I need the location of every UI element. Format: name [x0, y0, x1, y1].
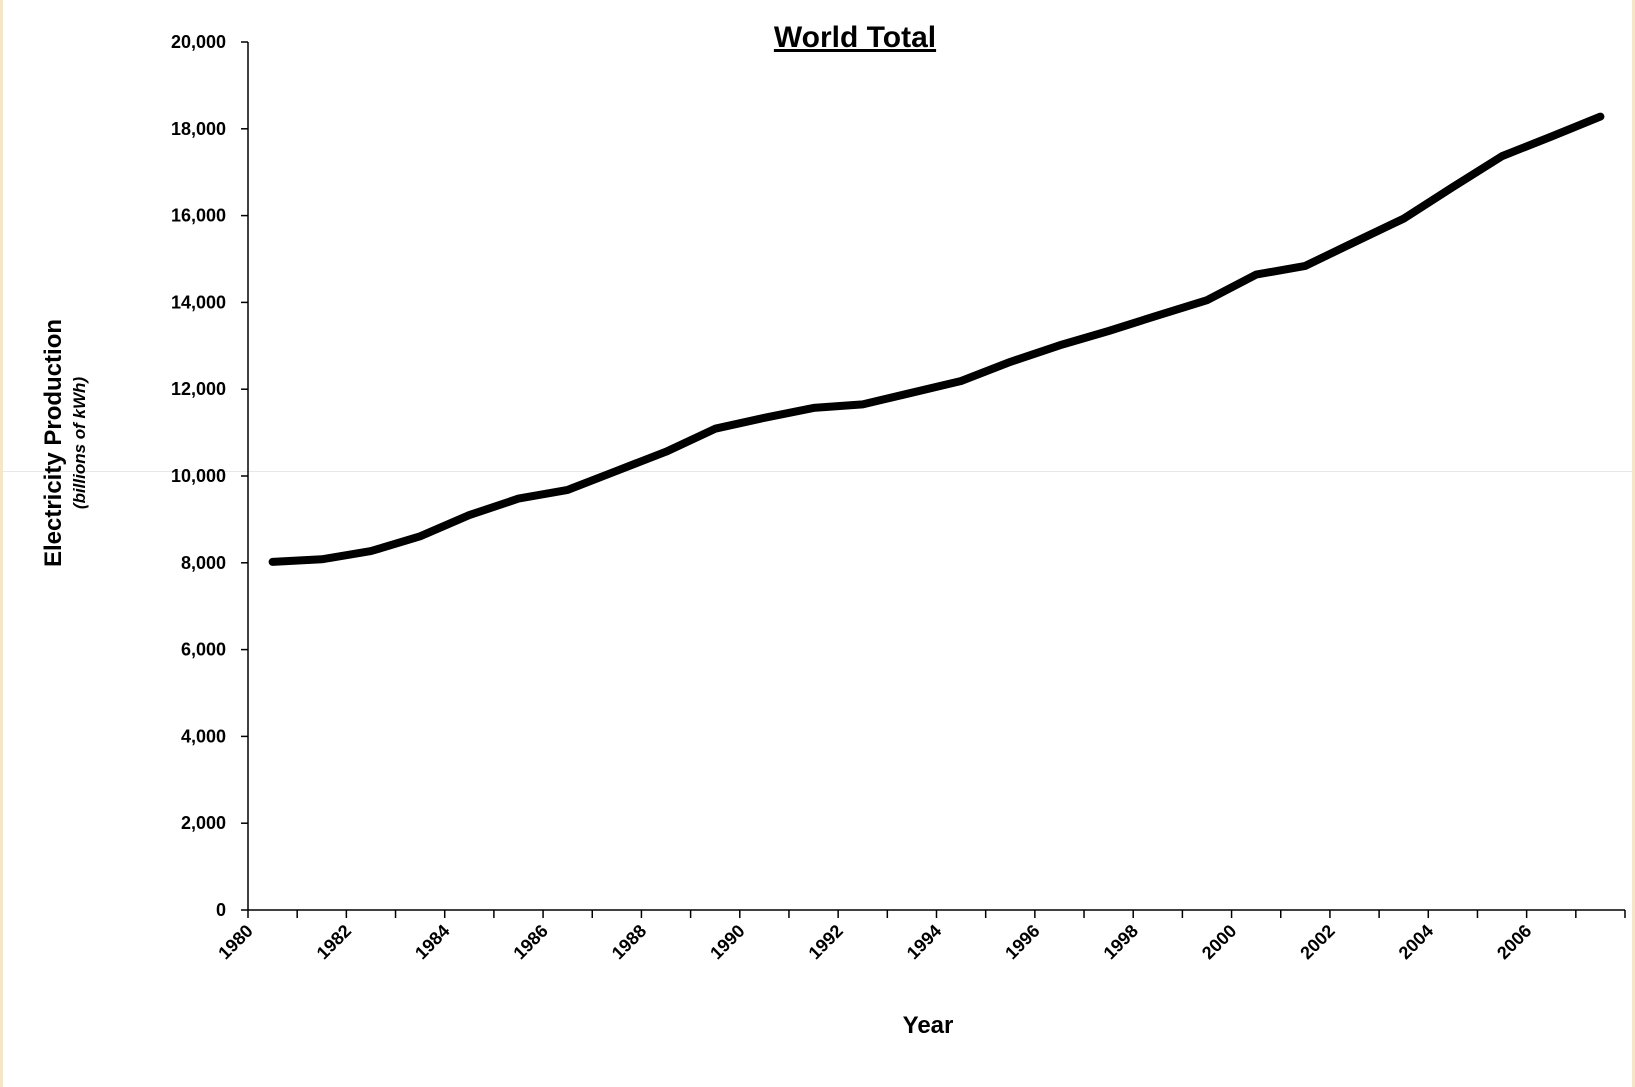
y-tick-label: 0: [216, 900, 226, 920]
faint-divider: [0, 471, 1635, 472]
y-tick-label: 4,000: [181, 726, 226, 746]
y-tick-label: 14,000: [171, 292, 226, 312]
y-tick-label: 18,000: [171, 119, 226, 139]
x-tick-label: 1990: [706, 921, 748, 963]
x-tick-label: 1992: [805, 921, 847, 963]
x-axis-label: Year: [903, 1012, 954, 1039]
y-tick-label: 10,000: [171, 466, 226, 486]
x-tick-label: 2006: [1493, 921, 1535, 963]
y-axis-label: Electricity Production: [40, 319, 67, 567]
y-axis-unit-label: (billions of kWh): [70, 377, 89, 510]
y-tick-label: 8,000: [181, 553, 226, 573]
x-axis: 1980 1982 1984 1986 1988 1990 1992 1994 1996 1998…: [214, 909, 1626, 963]
y-tick-label: 16,000: [171, 206, 226, 226]
x-tick-label: 1980: [214, 921, 256, 963]
x-tick-label: 2002: [1296, 921, 1338, 963]
x-tick-label: 1988: [608, 921, 650, 963]
y-tick-label: 20,000: [171, 32, 226, 52]
y-axis: 0 2,000 4,000 6,000 8,000 10,000 12,000 14,000 1…: [171, 32, 249, 920]
y-tick-label: 6,000: [181, 640, 226, 660]
x-tick-label: 1982: [313, 921, 355, 963]
chart-title: World Total: [774, 21, 936, 54]
series-line: [268, 112, 1605, 566]
right-border: [1632, 0, 1635, 1087]
x-tick-label: 2000: [1198, 921, 1240, 963]
left-border: [0, 0, 3, 1087]
x-tick-label: 1986: [509, 921, 551, 963]
x-tick-label: 1996: [1001, 921, 1043, 963]
y-tick-label: 12,000: [171, 379, 226, 399]
x-tick-label: 2004: [1395, 921, 1437, 963]
x-tick-label: 1994: [903, 921, 945, 963]
y-tick-label: 2,000: [181, 813, 226, 833]
x-tick-label: 1998: [1100, 921, 1142, 963]
plot-series: [268, 112, 1605, 566]
x-tick-label: 1984: [411, 921, 453, 963]
